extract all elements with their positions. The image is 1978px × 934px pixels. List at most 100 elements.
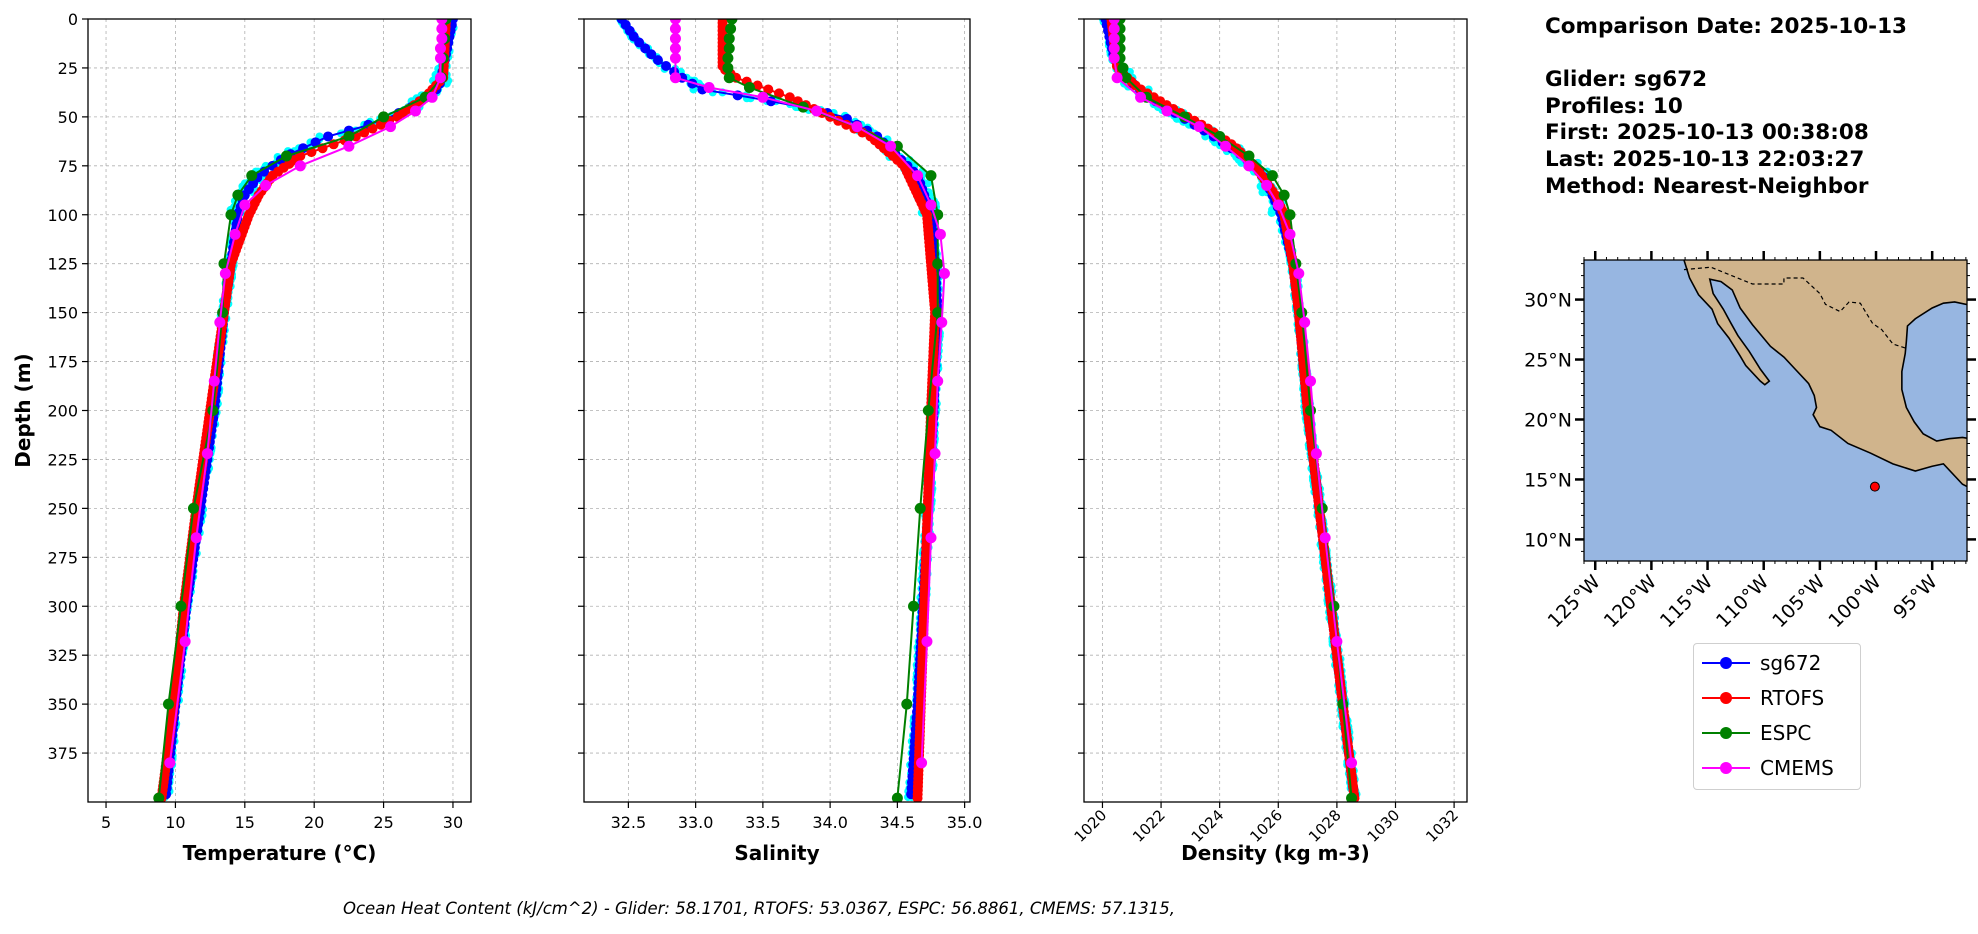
data-point-espc (1296, 307, 1308, 319)
x-tick-label: 1032 (1422, 806, 1462, 846)
data-point-cmems (260, 179, 272, 191)
x-tick-label: 1020 (1071, 806, 1111, 846)
plot-area (616, 19, 950, 802)
data-point-cmems (434, 42, 446, 54)
data-point-cmems (1331, 635, 1343, 647)
glider-raw-point (1267, 208, 1276, 217)
x-axis-label: Density (kg m-3) (1181, 841, 1370, 865)
data-point-cmems (1310, 448, 1322, 460)
data-point-espc (725, 23, 737, 35)
data-point-cmems (811, 105, 823, 117)
x-tick-label: 34.0 (812, 813, 848, 832)
data-point-sg672 (323, 131, 334, 142)
data-point-espc (232, 189, 244, 201)
x-tick-label: 15 (235, 813, 255, 832)
data-point-rtofs (752, 80, 763, 91)
data-point-cmems (1108, 52, 1120, 64)
data-point-espc (1120, 72, 1132, 84)
plot-area (153, 19, 458, 802)
x-tick-label: 34.5 (880, 813, 916, 832)
legend-label: sg672 (1760, 651, 1822, 675)
x-tick-label: 5 (101, 813, 111, 832)
data-point-espc (1214, 130, 1226, 142)
data-point-cmems (1272, 199, 1284, 211)
data-point-cmems (1319, 532, 1331, 544)
axes-frame (583, 18, 971, 803)
data-point-cmems (669, 33, 681, 45)
data-point-cmems (1299, 316, 1311, 328)
data-point-cmems (434, 72, 446, 84)
y-tick-label: 150 (47, 304, 78, 323)
series-line-cmems (1113, 19, 1353, 763)
data-point-cmems (214, 316, 226, 328)
data-point-cmems (934, 228, 946, 240)
data-point-espc (922, 405, 934, 416)
y-tick-label: 350 (47, 695, 78, 714)
data-point-cmems (343, 140, 355, 152)
country-border (1683, 266, 1908, 350)
y-tick-label: 100 (47, 206, 78, 225)
y-tick-label: 275 (47, 548, 78, 567)
data-point-rtofs (784, 92, 795, 103)
data-point-cmems (885, 140, 897, 152)
data-point-espc (1179, 111, 1191, 123)
x-tick-label: 33.5 (745, 813, 781, 832)
data-point-espc (908, 600, 920, 612)
y-tick-label: 125 (47, 255, 78, 274)
comparison-info: Comparison Date: 2025-10-13 Glider: sg67… (1545, 14, 1907, 200)
data-point-cmems (436, 33, 448, 45)
data-point-espc (891, 792, 903, 802)
data-point-cmems (921, 635, 933, 647)
data-point-espc (175, 600, 187, 612)
y-tick-label: 375 (47, 744, 78, 763)
x-tick-label: 1024 (1188, 806, 1228, 846)
data-point-espc (1278, 189, 1290, 201)
data-point-cmems (669, 52, 681, 64)
series-line-sg672 (620, 19, 939, 799)
x-tick-label: 30 (443, 813, 463, 832)
data-point-cmems (1220, 140, 1232, 152)
lon-tick-label: 125°W (1544, 571, 1605, 632)
data-point-cmems (925, 532, 937, 544)
data-point-cmems (1261, 179, 1273, 191)
glider-location-marker (1869, 481, 1880, 492)
x-tick-label: 1026 (1246, 806, 1286, 846)
data-point-cmems (1305, 375, 1317, 387)
data-point-cmems (229, 228, 241, 240)
ocean-heat-content: Ocean Heat Content (kJ/cm^2) - Glider: 5… (343, 899, 1176, 918)
data-point-espc (1346, 792, 1358, 802)
data-point-cmems (1108, 23, 1120, 35)
lon-tick-label: 115°W (1656, 571, 1717, 632)
legend-marker (1702, 657, 1750, 669)
legend-label: RTOFS (1760, 686, 1825, 710)
data-point-espc (722, 62, 734, 74)
series-line-espc (726, 19, 939, 799)
data-point-cmems (851, 121, 863, 133)
legend-marker (1702, 692, 1750, 704)
data-point-espc (343, 130, 355, 142)
axes-frame (87, 18, 472, 803)
last-time: Last: 2025-10-13 22:03:27 (1545, 146, 1865, 172)
y-tick-label: 225 (47, 450, 78, 469)
data-point-cmems (669, 19, 681, 25)
legend-label: CMEMS (1760, 756, 1834, 780)
legend-item-rtofs: RTOFS (1702, 683, 1824, 713)
map-frame (1583, 259, 1968, 562)
data-point-sg672 (646, 49, 657, 60)
data-point-cmems (426, 91, 438, 103)
lat-tick-label: 25°N (1524, 350, 1572, 372)
plot-area (1098, 19, 1361, 802)
land-mexico (1683, 260, 1967, 488)
data-point-espc (723, 72, 735, 84)
lon-tick-label: 100°W (1824, 571, 1885, 632)
glider-raw-point (923, 179, 932, 188)
series-line-cmems (674, 19, 946, 763)
panel-temperature: 0 25 50 75 100 125 150 175 200 225 250 275 300 325 350… (11, 10, 472, 865)
x-axis-label: Salinity (734, 841, 819, 865)
data-point-rtofs (763, 84, 774, 95)
legend-label: ESPC (1760, 721, 1812, 745)
data-point-espc (378, 111, 390, 123)
x-tick-label: 1028 (1305, 806, 1345, 846)
data-point-cmems (239, 199, 251, 211)
data-point-cmems (436, 19, 448, 25)
